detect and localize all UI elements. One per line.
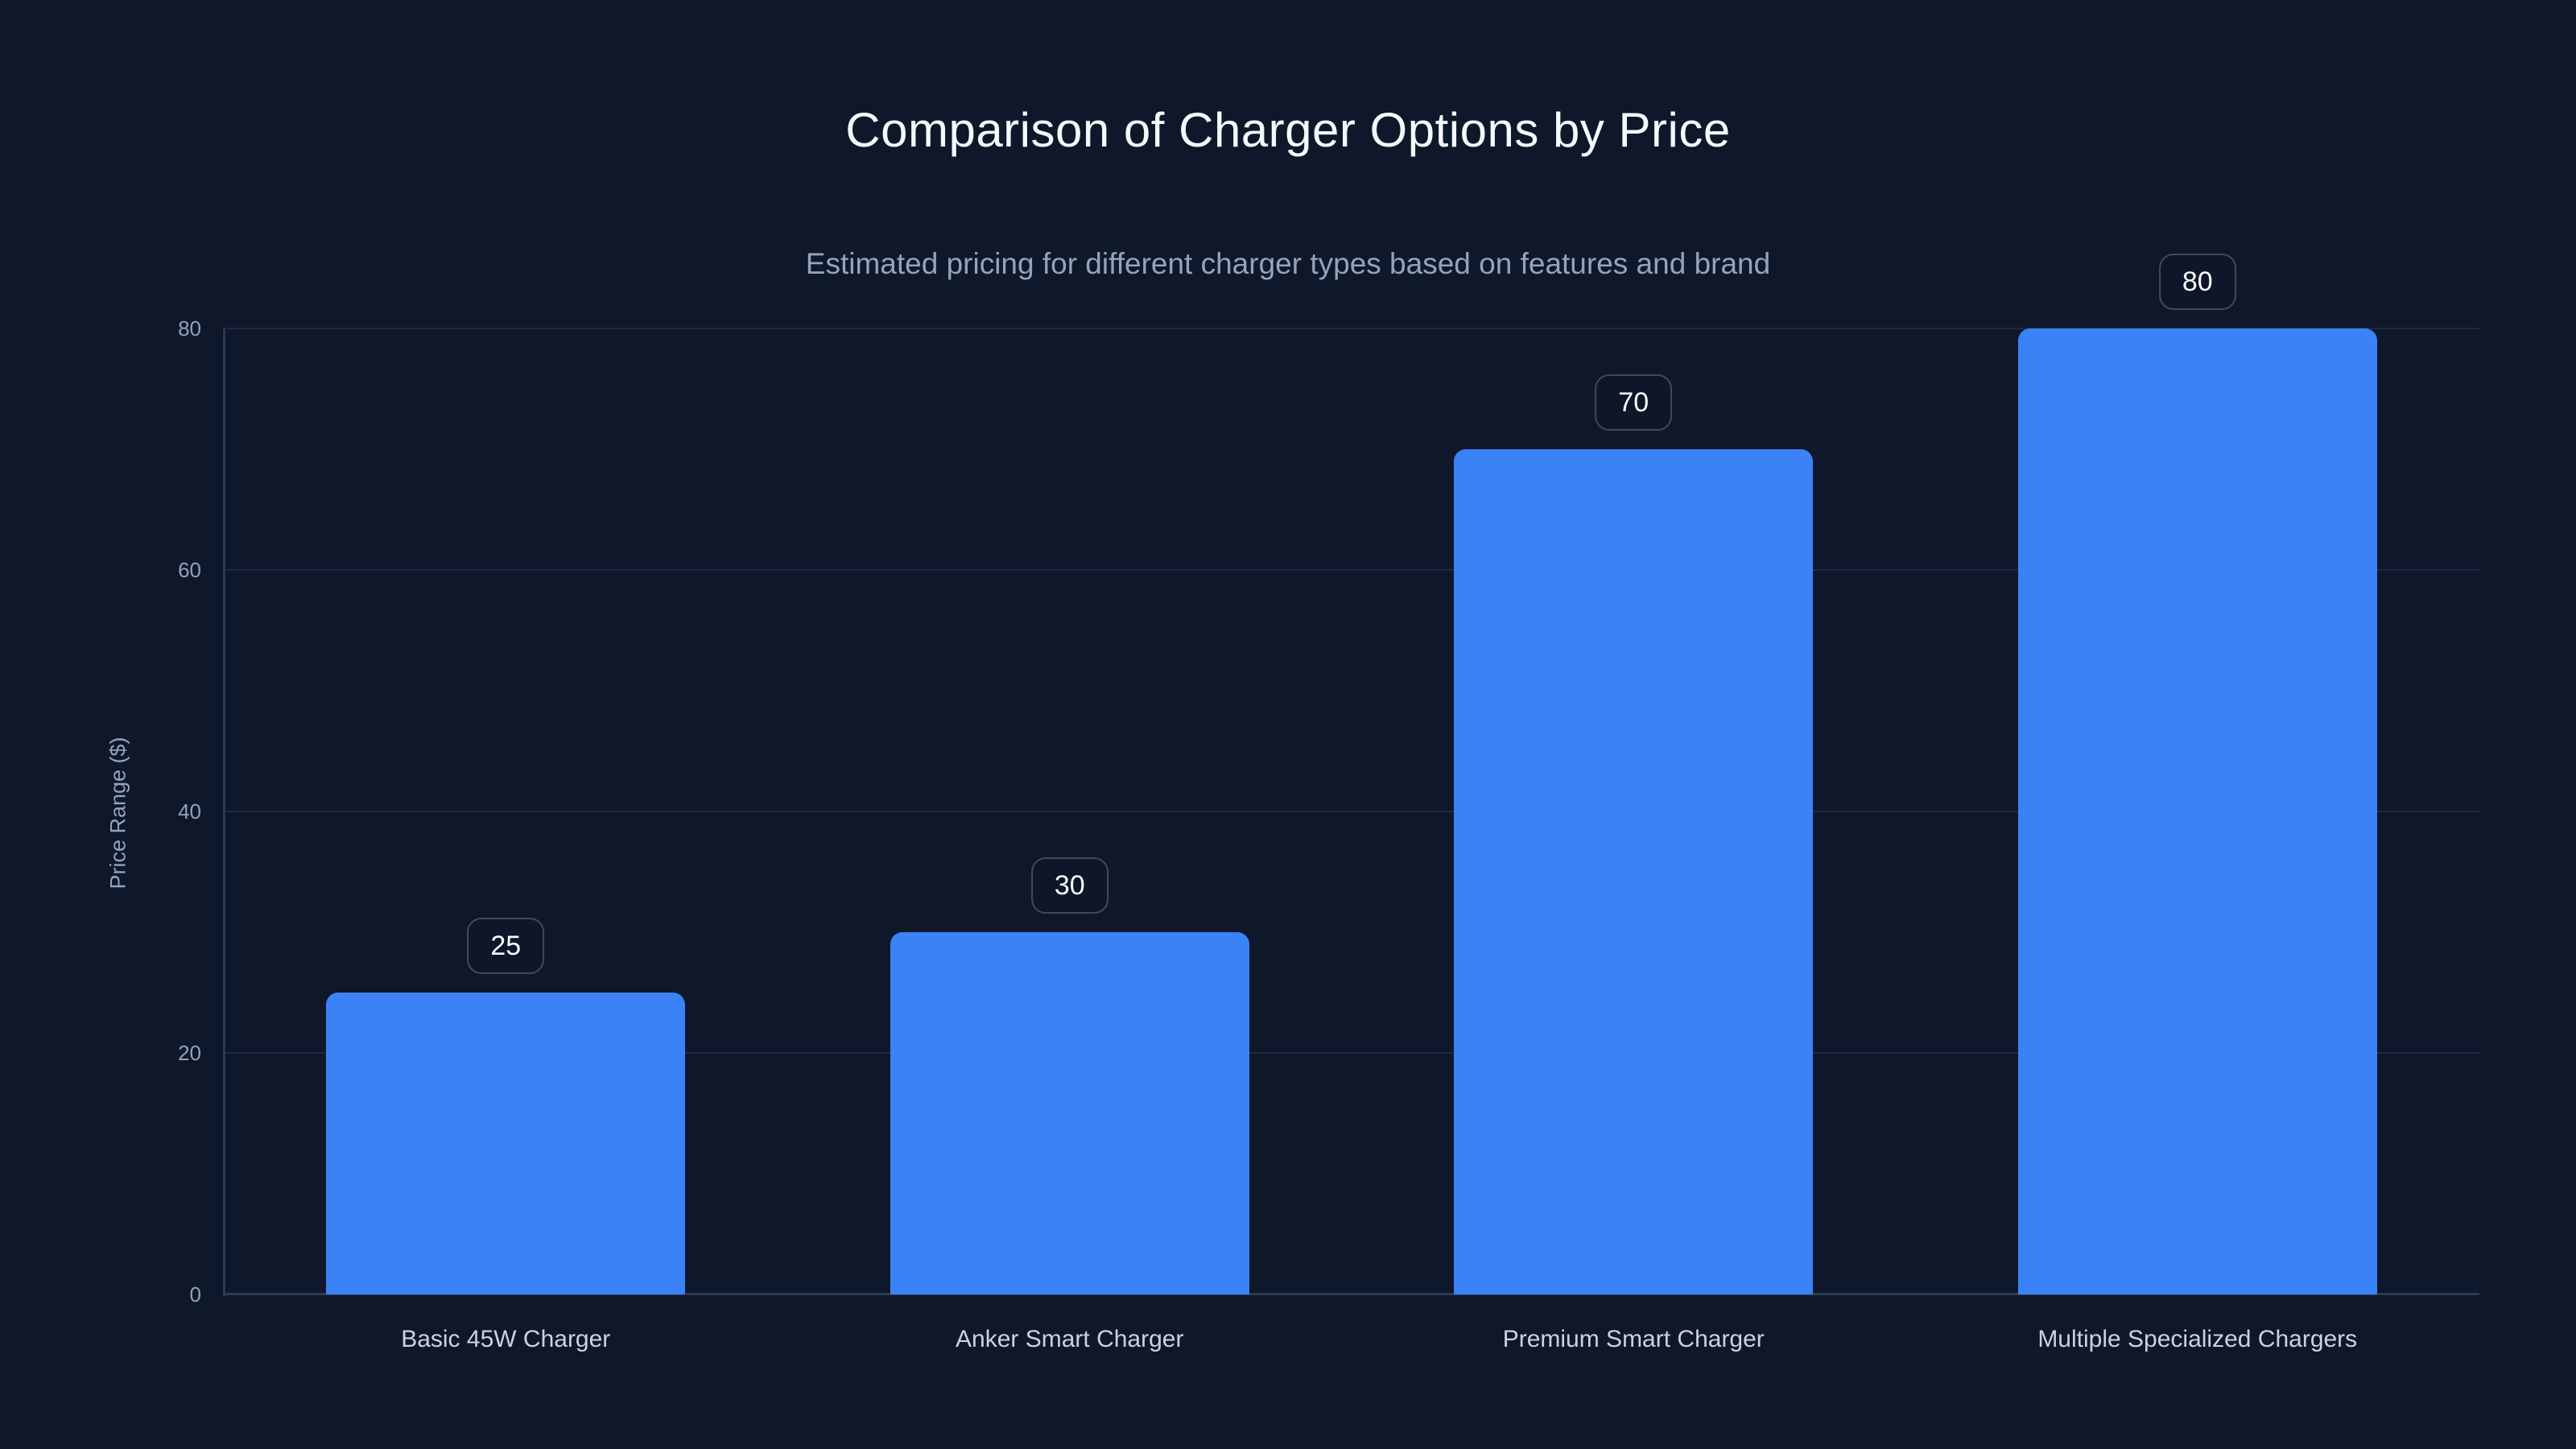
y-tick-label: 0: [189, 1282, 201, 1307]
bar-anker-smart-charger: [890, 932, 1249, 1294]
x-category-label-basic-45w-charger: Basic 45W Charger: [401, 1326, 611, 1352]
value-badge-basic-45w-charger: 25: [467, 918, 545, 974]
y-tick-label: 80: [178, 316, 201, 341]
value-badge-premium-smart-charger: 70: [1595, 374, 1673, 431]
bar-basic-45w-charger: [326, 993, 686, 1294]
x-category-label-multiple-specialized-chargers: Multiple Specialized Chargers: [2037, 1326, 2358, 1352]
x-axis-line: [224, 1293, 2479, 1295]
x-category-label-premium-smart-charger: Premium Smart Charger: [1502, 1326, 1765, 1352]
chart-title: Comparison of Charger Options by Price: [845, 103, 1731, 157]
y-tick-label: 20: [178, 1041, 201, 1065]
x-category-label-anker-smart-charger: Anker Smart Charger: [956, 1326, 1184, 1352]
y-axis-line: [223, 328, 225, 1296]
y-tick-label: 40: [178, 799, 201, 824]
gridline: [224, 1052, 2479, 1054]
bar-multiple-specialized-chargers: [2017, 328, 2377, 1294]
gridline: [224, 811, 2479, 812]
gridline: [224, 328, 2479, 329]
gridline: [224, 569, 2479, 571]
bar-premium-smart-charger: [1454, 449, 1814, 1294]
chart-subtitle: Estimated pricing for different charger …: [805, 247, 1771, 280]
value-badge-anker-smart-charger: 30: [1030, 857, 1108, 914]
value-badge-multiple-specialized-chargers: 80: [2158, 254, 2236, 310]
y-tick-label: 60: [178, 558, 201, 582]
